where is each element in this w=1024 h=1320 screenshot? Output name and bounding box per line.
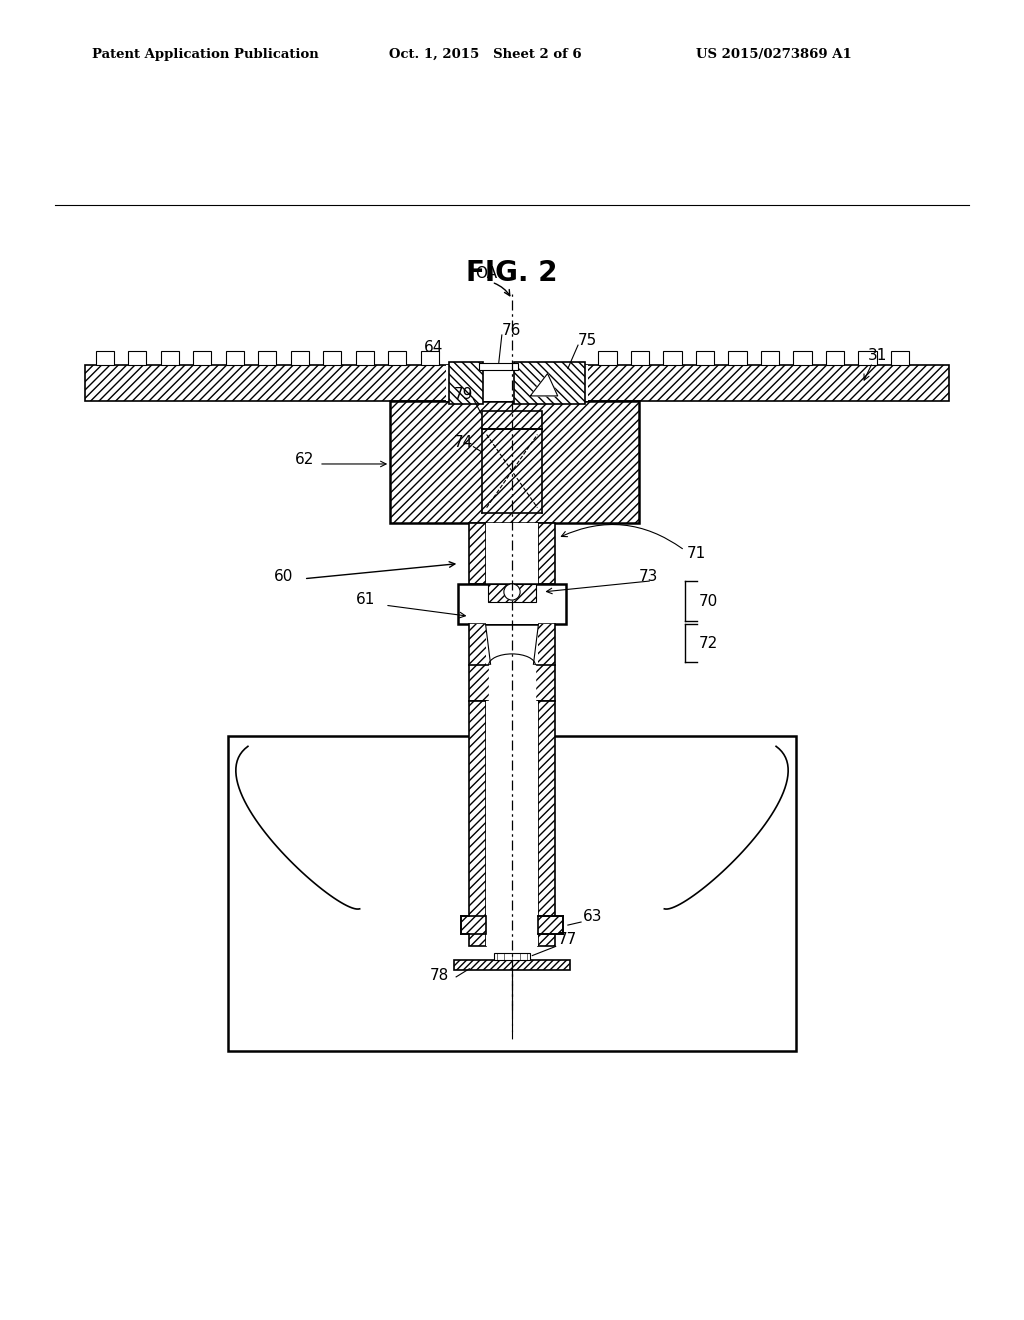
Bar bbox=[225, 351, 244, 366]
Text: Oct. 1, 2015   Sheet 2 of 6: Oct. 1, 2015 Sheet 2 of 6 bbox=[389, 48, 582, 61]
Bar bbox=[514, 363, 585, 404]
Bar bbox=[469, 523, 485, 583]
Bar bbox=[494, 953, 530, 960]
Bar bbox=[794, 351, 812, 366]
Text: OA: OA bbox=[475, 267, 498, 281]
Bar bbox=[458, 583, 566, 624]
Text: 71: 71 bbox=[687, 546, 706, 561]
Bar bbox=[469, 624, 485, 665]
Bar bbox=[535, 665, 555, 701]
Bar bbox=[128, 351, 146, 366]
Text: 63: 63 bbox=[583, 909, 602, 924]
Bar bbox=[858, 351, 877, 366]
Bar bbox=[485, 523, 539, 583]
Bar bbox=[539, 624, 555, 665]
Bar bbox=[446, 366, 588, 401]
Bar bbox=[481, 411, 543, 429]
Text: 76: 76 bbox=[502, 323, 521, 338]
Text: Patent Application Publication: Patent Application Publication bbox=[92, 48, 318, 61]
Polygon shape bbox=[488, 665, 536, 701]
Bar bbox=[487, 583, 537, 602]
Bar bbox=[355, 351, 374, 366]
Text: 73: 73 bbox=[639, 569, 658, 583]
Text: FIG. 2: FIG. 2 bbox=[466, 259, 558, 286]
Bar bbox=[161, 351, 179, 366]
Circle shape bbox=[504, 583, 520, 601]
Polygon shape bbox=[534, 624, 555, 665]
Bar bbox=[598, 351, 616, 366]
Bar bbox=[324, 351, 341, 366]
Text: 70: 70 bbox=[699, 594, 718, 609]
Bar bbox=[388, 351, 407, 366]
Text: 61: 61 bbox=[355, 593, 375, 607]
Bar bbox=[631, 351, 649, 366]
Text: 79: 79 bbox=[454, 387, 473, 403]
Bar bbox=[291, 351, 309, 366]
Text: 75: 75 bbox=[578, 333, 597, 348]
Bar bbox=[194, 351, 211, 366]
Bar bbox=[891, 351, 909, 366]
Text: 78: 78 bbox=[430, 968, 450, 983]
Text: 77: 77 bbox=[558, 932, 577, 948]
Bar bbox=[485, 602, 539, 624]
Bar bbox=[461, 916, 485, 935]
Polygon shape bbox=[469, 624, 490, 665]
Bar bbox=[450, 363, 482, 404]
Bar bbox=[825, 351, 844, 366]
Bar bbox=[479, 363, 518, 370]
Bar bbox=[539, 523, 555, 583]
Bar bbox=[469, 701, 485, 946]
Text: 74: 74 bbox=[455, 434, 473, 450]
Bar bbox=[761, 351, 779, 366]
Text: 72: 72 bbox=[699, 636, 718, 651]
Text: US 2015/0273869 A1: US 2015/0273869 A1 bbox=[696, 48, 852, 61]
Bar bbox=[539, 701, 555, 946]
Bar bbox=[485, 701, 539, 946]
Bar bbox=[421, 351, 439, 366]
Bar bbox=[85, 366, 949, 401]
Bar bbox=[95, 351, 114, 366]
Bar bbox=[454, 960, 570, 970]
Bar bbox=[227, 737, 797, 1051]
Bar bbox=[390, 401, 639, 523]
Text: 62: 62 bbox=[295, 451, 314, 467]
Bar bbox=[696, 351, 714, 366]
Text: 64: 64 bbox=[424, 341, 443, 355]
Polygon shape bbox=[530, 374, 558, 396]
Bar bbox=[664, 351, 682, 366]
Bar bbox=[469, 665, 489, 701]
Bar bbox=[539, 916, 563, 935]
Text: 31: 31 bbox=[867, 348, 887, 363]
Bar bbox=[258, 351, 276, 366]
Bar bbox=[728, 351, 746, 366]
Text: 60: 60 bbox=[274, 569, 294, 583]
